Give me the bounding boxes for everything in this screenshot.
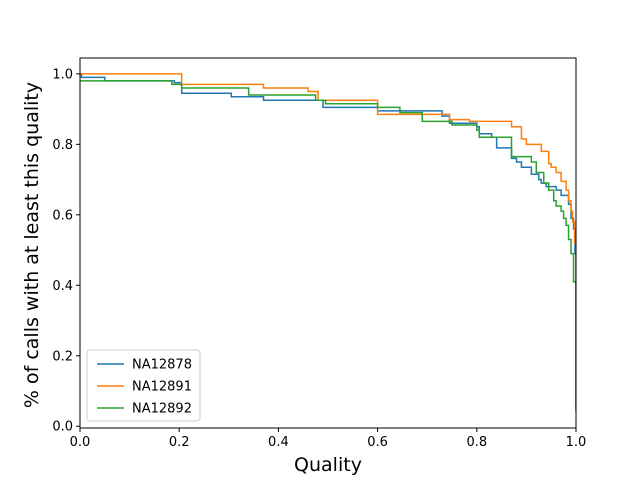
y-tick-label: 0.8 [52, 138, 73, 153]
y-tick-label: 1.0 [52, 67, 73, 82]
legend-label-na12892: NA12892 [132, 402, 192, 417]
x-axis-ticks: 0.0 0.2 0.4 0.6 0.8 1.0 [70, 428, 587, 450]
legend-label-na12878: NA12878 [132, 358, 192, 373]
legend: NA12878 NA12891 NA12892 [86, 349, 201, 422]
x-tick-label: 0.0 [70, 435, 91, 450]
y-axis-ticks: 0.0 0.2 0.4 0.6 0.8 1.0 [52, 67, 80, 435]
legend-box [86, 349, 201, 422]
legend-label-na12891: NA12891 [132, 380, 192, 395]
x-axis-label: Quality [294, 454, 362, 476]
x-tick-label: 0.2 [169, 435, 190, 450]
y-axis-label: % of calls with at least this quality [21, 82, 43, 408]
series-line-na12892 [80, 80, 576, 409]
x-tick-label: 0.6 [367, 435, 388, 450]
series-line-na12891 [80, 73, 576, 293]
x-tick-label: 0.8 [466, 435, 487, 450]
y-tick-label: 0.6 [52, 208, 73, 223]
plot-frame [79, 57, 577, 429]
y-tick-label: 0.0 [52, 420, 73, 435]
series-group [80, 73, 576, 413]
x-tick-label: 0.4 [268, 435, 289, 450]
y-tick-label: 0.4 [52, 279, 73, 294]
x-tick-label: 1.0 [566, 435, 587, 450]
y-tick-label: 0.2 [52, 349, 73, 364]
series-line-na12878 [80, 73, 576, 413]
